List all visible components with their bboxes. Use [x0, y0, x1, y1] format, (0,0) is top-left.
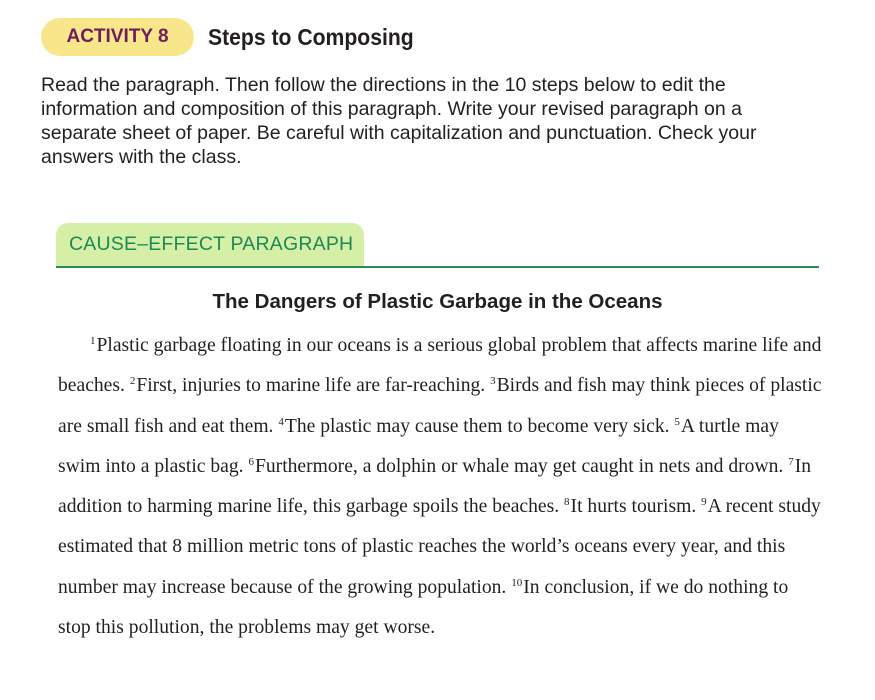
sentence-text: A recent study estimated that 8 million … [58, 496, 821, 598]
activity-directions: Read the paragraph. Then follow the dire… [41, 74, 757, 168]
sentence: 5A turtle may swim into a plastic bag. [58, 416, 779, 477]
activity-badge: ACTIVITY 8 [41, 18, 194, 56]
sentence: 10In conclusion, if we do nothing to sto… [58, 577, 788, 638]
sentence-text: Furthermore, a dolphin or whale may get … [254, 455, 789, 477]
sentence-text: It hurts tourism. [570, 496, 702, 518]
section-divider [56, 266, 819, 268]
activity-header: ACTIVITY 8 Steps to Composing [41, 18, 432, 56]
sentence-text: First, injuries to marine life are far-r… [136, 375, 491, 397]
paragraph-body: 1Plastic garbage floating in our oceans … [58, 326, 823, 648]
sentence-number: 5 [674, 415, 680, 428]
activity-title: Steps to Composing [208, 23, 414, 50]
sentence-number: 10 [511, 576, 523, 589]
sentence: 1Plastic garbage floating in our oceans … [58, 335, 821, 396]
sentence-text: In addition to harming marine life, this… [58, 455, 812, 518]
sentence: 4The plastic may cause them to become ve… [278, 416, 674, 437]
sentence-text: Birds and fish may think pieces of plast… [58, 375, 822, 437]
sentence-number: 3 [490, 375, 496, 388]
activity-badge-label: ACTIVITY 8 [66, 26, 169, 47]
sentence: 7In addition to harming marine life, thi… [58, 456, 811, 517]
sentence-number: 8 [564, 496, 570, 509]
sentence-text: A turtle may swim into a plastic bag. [58, 415, 779, 477]
sentence-number: 4 [278, 415, 284, 428]
sentence-number: 6 [248, 455, 254, 468]
sentence: 2First, injuries to marine life are far-… [130, 375, 490, 396]
sentence-number: 1 [90, 335, 96, 347]
sentence: 8It hurts tourism. [564, 496, 701, 517]
section-tab-label: CAUSE–EFFECT PARAGRAPH [69, 233, 354, 255]
sentence-number: 9 [701, 496, 707, 509]
sentence: 6Furthermore, a dolphin or whale may get… [248, 456, 788, 477]
sentence-number: 2 [129, 375, 136, 388]
sentence-number: 7 [788, 455, 794, 468]
section-tab: CAUSE–EFFECT PARAGRAPH [56, 223, 364, 266]
sentence: 9A recent study estimated that 8 million… [58, 496, 821, 598]
sentence-text: In conclusion, if we do nothing to stop … [58, 576, 789, 639]
sentence-text: Plastic garbage floating in our oceans i… [58, 335, 822, 397]
paragraph-title: The Dangers of Plastic Garbage in the Oc… [212, 290, 663, 313]
sentence: 3Birds and fish may think pieces of plas… [58, 375, 821, 436]
sentence-text: The plastic may cause them to become ver… [284, 415, 675, 437]
